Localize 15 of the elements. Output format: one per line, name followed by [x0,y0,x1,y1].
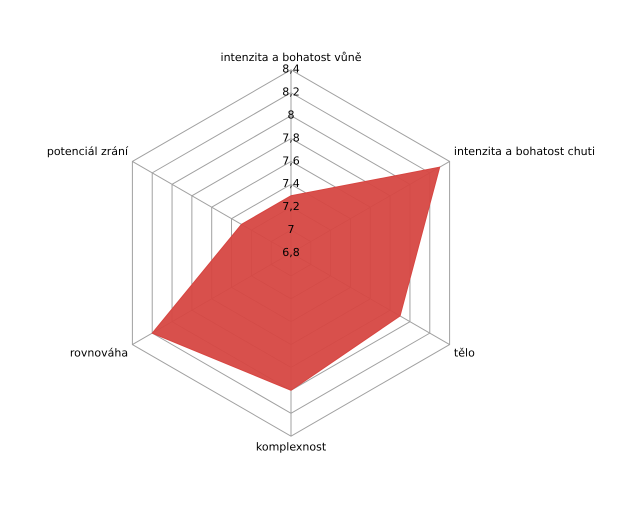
y-tick-label: 7,4 [282,177,300,190]
spoke-label: tělo [454,346,476,360]
spoke-label: rovnováha [70,346,128,360]
y-tick-label: 8,4 [282,62,300,76]
y-tick-label: 7,8 [282,131,300,144]
y-tick-label: 7,2 [282,200,300,214]
y-tick-label: 8 [288,108,294,122]
y-tick-label: 7,6 [282,154,300,168]
y-tick-label: 8,2 [282,86,300,99]
y-tick-label: 6,8 [282,246,300,259]
spoke-label: intenzita a bohatost vůně [220,51,362,64]
y-tick-label: 7 [288,222,294,236]
spoke-label: komplexnost [256,440,327,454]
spoke-label: potenciál zrání [46,145,130,158]
spoke-label: intenzita a bohatost chuti [454,145,596,158]
